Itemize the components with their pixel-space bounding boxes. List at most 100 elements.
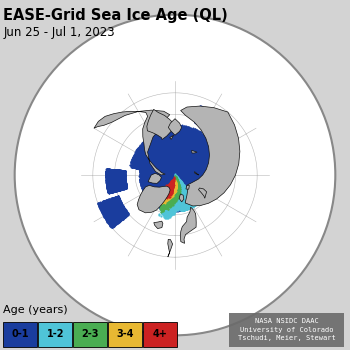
Point xyxy=(175,184,181,189)
Point xyxy=(167,164,173,170)
Point xyxy=(206,152,212,158)
Point xyxy=(200,105,206,111)
Point xyxy=(164,189,170,195)
Point xyxy=(185,200,190,205)
Point xyxy=(170,189,175,195)
Point xyxy=(195,175,201,181)
Point xyxy=(165,207,170,212)
Point xyxy=(195,138,201,143)
Point xyxy=(170,199,175,204)
Point xyxy=(132,154,138,160)
Point xyxy=(173,190,179,196)
Point xyxy=(111,175,117,180)
Point xyxy=(175,180,181,186)
Point xyxy=(181,172,186,177)
Point xyxy=(172,193,178,198)
Point xyxy=(169,173,174,179)
Point xyxy=(185,195,190,200)
Point xyxy=(210,113,215,118)
Point xyxy=(160,201,166,207)
Point xyxy=(181,182,186,188)
Point xyxy=(167,184,172,190)
Point xyxy=(187,178,193,184)
Point xyxy=(144,166,149,172)
Point xyxy=(165,196,171,202)
Point xyxy=(174,179,180,185)
Point xyxy=(168,197,174,203)
Point xyxy=(167,184,173,190)
Point xyxy=(173,200,179,205)
Point xyxy=(176,195,182,200)
Point xyxy=(175,189,181,195)
Point xyxy=(165,187,170,192)
Point xyxy=(166,193,172,198)
Point xyxy=(166,203,172,208)
Point xyxy=(170,145,176,151)
Point xyxy=(180,191,186,196)
Point xyxy=(186,173,191,178)
Point xyxy=(142,169,148,174)
Point xyxy=(123,184,128,190)
Point xyxy=(164,192,170,198)
Point xyxy=(172,173,177,179)
Point xyxy=(190,159,195,165)
Point xyxy=(194,175,199,180)
Point xyxy=(207,177,212,183)
Point xyxy=(168,191,174,196)
Point xyxy=(173,190,178,195)
Point xyxy=(163,194,169,200)
Point xyxy=(172,170,177,175)
Point xyxy=(108,215,114,220)
Point xyxy=(187,198,192,204)
Point xyxy=(143,175,149,181)
Point xyxy=(107,187,112,192)
Point xyxy=(199,108,205,114)
Point xyxy=(181,158,187,164)
Point xyxy=(108,173,114,179)
Point xyxy=(116,178,121,183)
Point xyxy=(166,201,172,207)
Point xyxy=(189,199,194,204)
Point xyxy=(120,212,125,217)
Point xyxy=(163,189,169,195)
Point xyxy=(182,205,188,210)
Point xyxy=(145,184,150,190)
Point xyxy=(178,167,184,172)
Point xyxy=(112,173,117,179)
Point xyxy=(187,163,193,168)
Point xyxy=(172,186,177,191)
Point xyxy=(184,173,190,179)
Point xyxy=(112,196,118,202)
Point xyxy=(182,165,187,170)
Point xyxy=(173,171,178,177)
Point xyxy=(173,179,178,184)
Point xyxy=(192,198,198,203)
Point xyxy=(192,179,197,184)
Point xyxy=(104,208,109,214)
Point xyxy=(173,191,178,196)
Point xyxy=(178,182,183,188)
Point xyxy=(178,194,184,200)
Point xyxy=(114,188,120,193)
Point xyxy=(200,112,205,118)
Point xyxy=(172,172,178,177)
Point xyxy=(179,184,184,190)
Point xyxy=(164,181,169,187)
Point xyxy=(196,111,202,117)
Point xyxy=(167,187,172,192)
Point xyxy=(179,196,184,201)
Point xyxy=(171,186,176,191)
Point xyxy=(141,153,147,158)
Point xyxy=(166,169,172,175)
Point xyxy=(169,158,174,163)
Point xyxy=(176,183,181,189)
Point xyxy=(174,186,179,192)
Point xyxy=(131,158,137,163)
Point xyxy=(171,199,176,205)
Point xyxy=(169,190,174,196)
Point xyxy=(120,172,126,178)
Point xyxy=(153,151,159,157)
Point xyxy=(172,173,178,178)
Point xyxy=(181,174,186,179)
Point xyxy=(149,141,155,147)
